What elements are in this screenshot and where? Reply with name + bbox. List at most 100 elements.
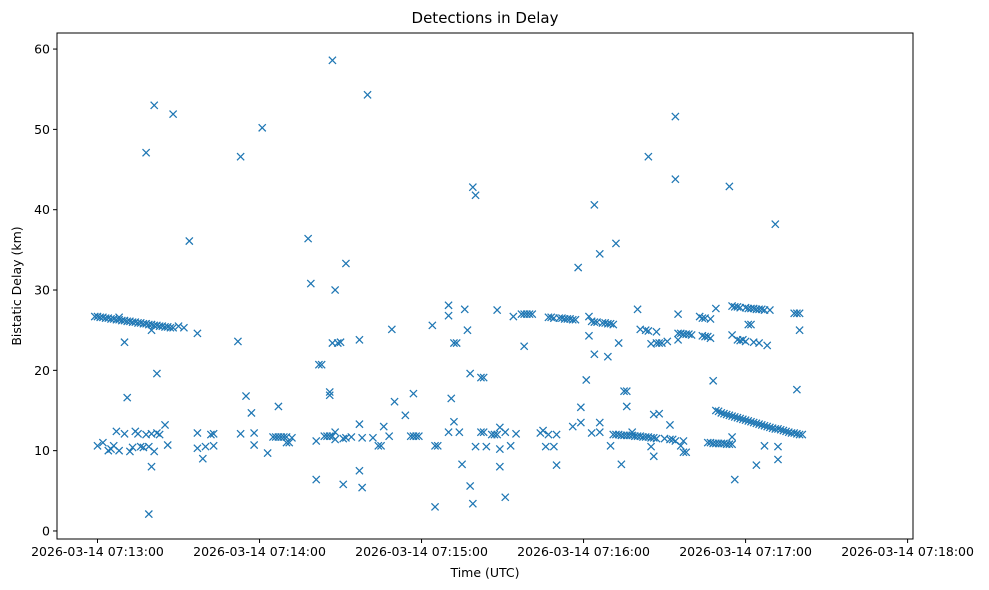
data-point: [385, 432, 394, 441]
y-tick-label: 20: [34, 363, 50, 378]
data-point: [722, 410, 731, 419]
data-point: [549, 442, 558, 451]
data-point: [576, 418, 585, 427]
data-point: [755, 338, 764, 348]
data-point: [568, 422, 577, 431]
data-point: [493, 430, 502, 439]
data-point: [112, 427, 121, 436]
data-point: [447, 394, 456, 403]
data-point: [611, 239, 621, 248]
data-point: [657, 338, 666, 348]
data-point: [476, 373, 485, 382]
data-point: [744, 416, 753, 425]
data-point: [795, 326, 804, 335]
data-point: [617, 460, 626, 469]
data-point: [479, 373, 488, 382]
data-point: [603, 352, 612, 361]
data-point: [452, 338, 461, 348]
data-point: [795, 309, 804, 318]
data-point: [304, 234, 313, 243]
data-point: [241, 391, 251, 401]
data-point: [147, 462, 156, 471]
data-point: [757, 305, 766, 314]
data-point: [574, 263, 583, 272]
data-point: [285, 438, 294, 447]
data-point: [341, 259, 350, 268]
data-point: [763, 422, 772, 431]
data-point: [509, 312, 518, 321]
data-point: [649, 452, 658, 461]
data-point: [590, 350, 599, 359]
data-point: [771, 220, 780, 229]
data-point: [115, 446, 124, 455]
data-point: [236, 152, 245, 161]
data-point: [506, 441, 515, 450]
data-point: [641, 326, 650, 335]
data-point: [339, 480, 348, 489]
data-point: [468, 499, 477, 508]
data-point: [287, 433, 296, 442]
data-point: [250, 428, 259, 438]
y-tick-label: 10: [34, 443, 50, 458]
data-point: [795, 430, 804, 439]
data-point: [144, 510, 153, 519]
data-point: [444, 301, 453, 310]
data-point: [541, 442, 550, 451]
data-point: [428, 321, 437, 330]
data-point: [414, 432, 423, 441]
data-point: [331, 428, 340, 437]
data-point: [717, 408, 726, 417]
data-point: [142, 148, 151, 157]
y-axis: 0 10 20 30 40 50 60: [34, 42, 57, 538]
data-point: [347, 432, 356, 442]
data-point: [333, 338, 342, 348]
x-tick-label: 2026-03-14 07:16:00: [517, 544, 650, 559]
data-point: [209, 429, 218, 438]
data-point: [163, 440, 172, 450]
data-point: [444, 428, 453, 437]
data-point: [655, 409, 664, 418]
data-point: [773, 455, 783, 464]
data-point: [644, 326, 653, 336]
plot-frame: [56, 32, 914, 540]
data-point: [687, 330, 696, 340]
data-point: [790, 428, 799, 438]
data-point: [458, 460, 467, 469]
data-point: [736, 414, 745, 423]
y-axis-label: Bistatic Delay (km): [9, 226, 24, 345]
data-point: [571, 315, 580, 324]
data-point: [647, 442, 656, 451]
data-point: [431, 441, 440, 450]
data-point: [552, 461, 561, 470]
y-tick-label: 0: [42, 523, 50, 538]
data-point: [209, 441, 218, 450]
data-point: [471, 442, 480, 451]
data-point: [725, 440, 734, 449]
data-point: [233, 337, 242, 346]
data-point: [433, 441, 442, 450]
data-point: [595, 428, 604, 437]
data-point: [590, 318, 599, 327]
data-point: [125, 447, 134, 456]
data-point: [682, 448, 691, 457]
data-point: [128, 443, 137, 452]
data-point: [166, 323, 175, 332]
data-point: [620, 387, 629, 396]
data-point: [312, 436, 321, 446]
data-point: [495, 445, 504, 454]
data-point: [798, 430, 807, 439]
data-point: [193, 444, 202, 453]
data-point: [628, 428, 637, 437]
data-point: [728, 412, 737, 421]
data-point: [390, 397, 399, 406]
data-point: [544, 430, 553, 439]
data-point: [314, 360, 323, 369]
x-tick-label: 2026-03-14 07:17:00: [679, 544, 812, 559]
data-point: [528, 310, 537, 319]
data-point: [587, 428, 596, 438]
y-tick-label: 30: [34, 283, 50, 298]
data-point: [671, 112, 680, 121]
data-point: [698, 314, 707, 323]
data-point: [595, 418, 604, 427]
data-point: [501, 493, 510, 502]
